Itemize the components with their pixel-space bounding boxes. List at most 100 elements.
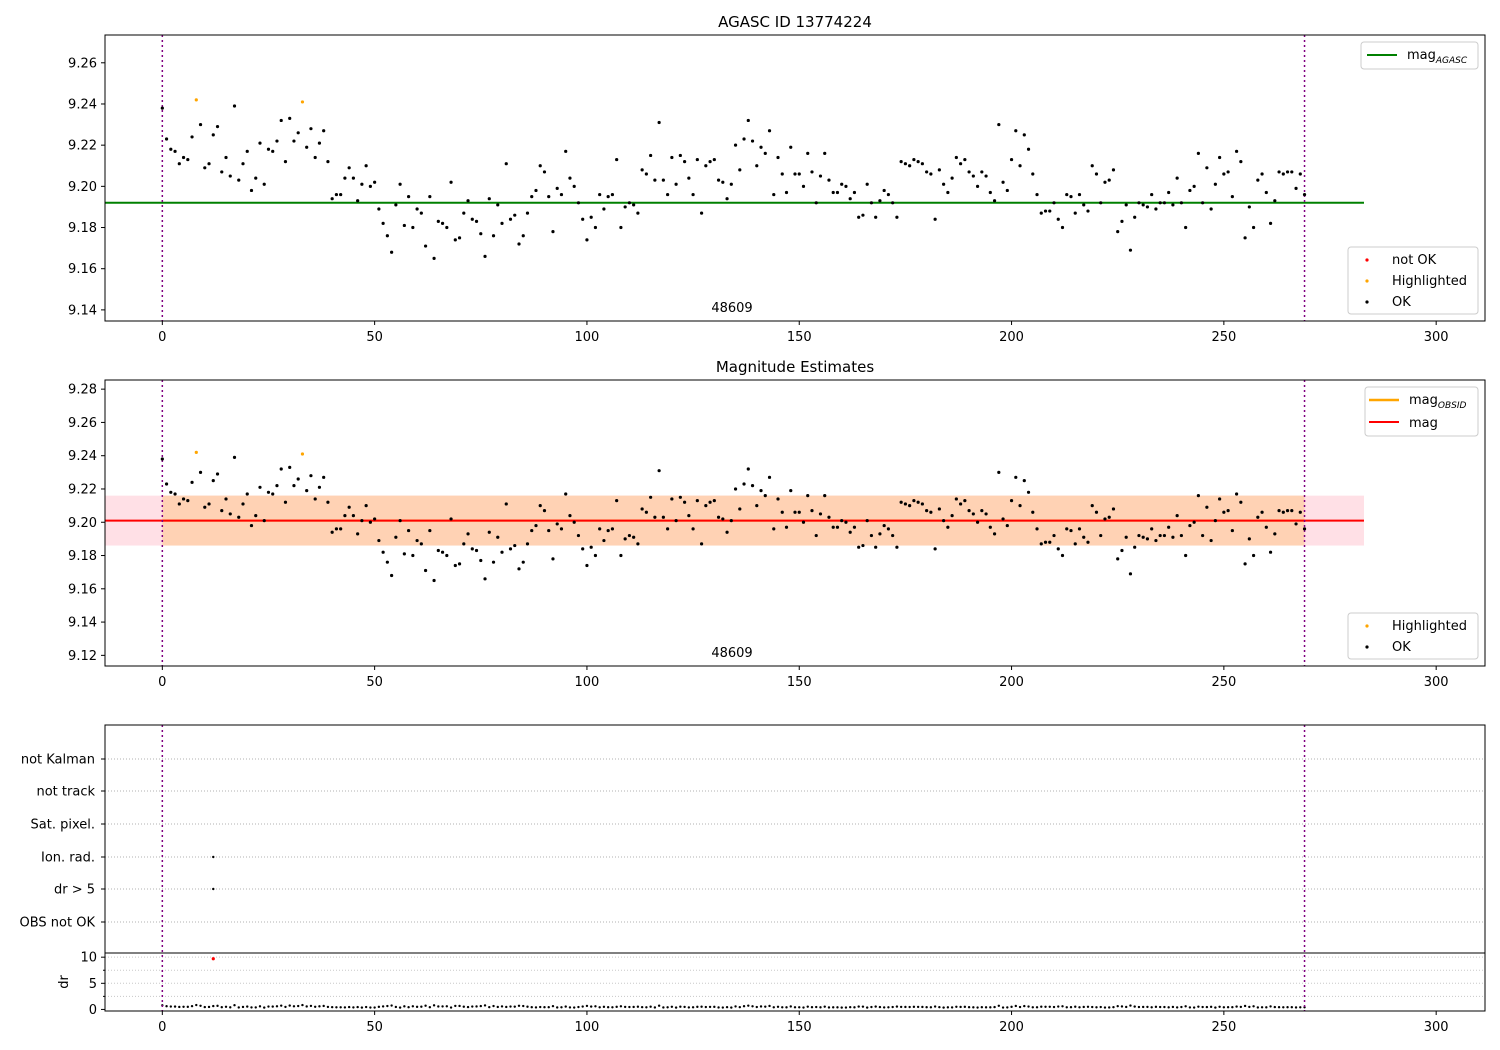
- dr-point: [1074, 1005, 1077, 1008]
- dr-point: [938, 1005, 941, 1009]
- ok-point: [305, 145, 309, 149]
- ok-point: [262, 182, 266, 186]
- dr-point: [173, 1005, 177, 1008]
- ok-point: [1239, 160, 1243, 164]
- dr-point: [1192, 1006, 1196, 1009]
- legend-highlighted-label: Highlighted: [1392, 274, 1467, 289]
- ok-point: [1116, 557, 1120, 561]
- ok-point: [313, 155, 317, 160]
- ok-point: [513, 213, 517, 217]
- dr-point: [165, 1005, 168, 1008]
- ok-point: [674, 182, 678, 186]
- legend-ok-label: OK: [1392, 295, 1411, 310]
- ok-point: [585, 563, 589, 568]
- ok-point: [772, 192, 776, 197]
- ok-point: [801, 520, 806, 524]
- ok-point: [224, 497, 228, 501]
- ok-point: [402, 552, 406, 556]
- ok-point: [530, 195, 534, 199]
- dr-point: [768, 1004, 771, 1008]
- flag-label: Ion. rad.: [41, 851, 95, 866]
- ok-point: [491, 560, 496, 564]
- ok-point: [874, 545, 878, 549]
- ok-point: [360, 518, 364, 523]
- ok-point: [407, 528, 411, 533]
- y-tick-label: 9.24: [68, 449, 97, 464]
- flag-label: dr > 5: [54, 883, 95, 898]
- ok-point: [534, 188, 538, 193]
- ok-point: [1171, 535, 1175, 539]
- dr-point: [292, 1005, 296, 1008]
- dr-point: [437, 1005, 440, 1008]
- ok-point: [1302, 527, 1307, 531]
- ok-point: [852, 525, 857, 529]
- ok-point: [1158, 533, 1162, 538]
- dr-point: [683, 1005, 686, 1009]
- ok-point: [1009, 157, 1014, 162]
- ok-point: [908, 164, 912, 168]
- ok-point: [1103, 517, 1107, 521]
- ok-point: [1171, 203, 1175, 207]
- ok-point: [835, 525, 840, 529]
- ok-point: [878, 199, 882, 203]
- dr-point: [747, 1004, 750, 1007]
- dr-point: [267, 1005, 270, 1008]
- ok-point: [925, 170, 929, 174]
- dr-point: [585, 1004, 589, 1008]
- x-tick-label: 150: [787, 1020, 812, 1035]
- ok-point: [708, 500, 712, 504]
- dr-point: [1226, 1006, 1230, 1009]
- dr-point: [1044, 1005, 1047, 1008]
- ok-point: [1256, 515, 1260, 519]
- ok-point: [326, 160, 330, 164]
- ok-point: [211, 479, 215, 483]
- dr-point: [1146, 1005, 1149, 1009]
- ok-point: [457, 236, 462, 240]
- ok-point: [1026, 490, 1031, 494]
- y-tick-label: 9.20: [68, 180, 97, 195]
- dr-point: [1248, 1005, 1251, 1009]
- x-tick-label: 250: [1211, 330, 1236, 345]
- ok-point: [848, 197, 852, 201]
- ok-point: [784, 525, 789, 529]
- dr-point: [904, 1005, 907, 1009]
- dr-tick-label: 0: [89, 1003, 97, 1018]
- dr-point: [530, 1006, 533, 1009]
- ok-point: [487, 197, 491, 201]
- ok-point: [980, 170, 984, 174]
- dr-point: [462, 1005, 465, 1008]
- dr-point: [959, 1005, 962, 1009]
- ok-point: [508, 547, 513, 551]
- dr-point: [636, 1005, 640, 1008]
- dr-point: [1175, 1006, 1179, 1009]
- ok-point: [1175, 176, 1179, 180]
- dr-point: [1239, 1005, 1243, 1009]
- ok-point: [623, 205, 627, 209]
- ok-point: [1268, 550, 1273, 554]
- dr-point: [543, 1006, 546, 1009]
- ok-point: [1056, 217, 1060, 221]
- dr-tick-label: 5: [89, 977, 97, 992]
- ok-point: [984, 512, 988, 516]
- ok-point: [1179, 533, 1183, 538]
- ok-point: [181, 155, 186, 160]
- dr-point: [297, 1004, 300, 1008]
- ok-point: [1281, 510, 1285, 514]
- ok-point: [521, 560, 525, 564]
- ok-point: [309, 127, 313, 131]
- ok-point: [572, 520, 576, 524]
- ok-point: [356, 532, 360, 536]
- ok-point: [368, 184, 372, 188]
- dr-point: [793, 1006, 797, 1009]
- ok-point: [572, 184, 576, 188]
- ok-point: [882, 523, 886, 528]
- ok-point: [1145, 537, 1150, 541]
- ok-point: [1226, 170, 1230, 174]
- ok-point: [755, 504, 759, 508]
- ok-point: [1179, 201, 1183, 205]
- ok-point: [402, 223, 406, 228]
- ok-point: [1014, 475, 1018, 479]
- ok-point: [275, 139, 279, 143]
- ok-point: [169, 147, 173, 151]
- dr-point: [1031, 1006, 1034, 1009]
